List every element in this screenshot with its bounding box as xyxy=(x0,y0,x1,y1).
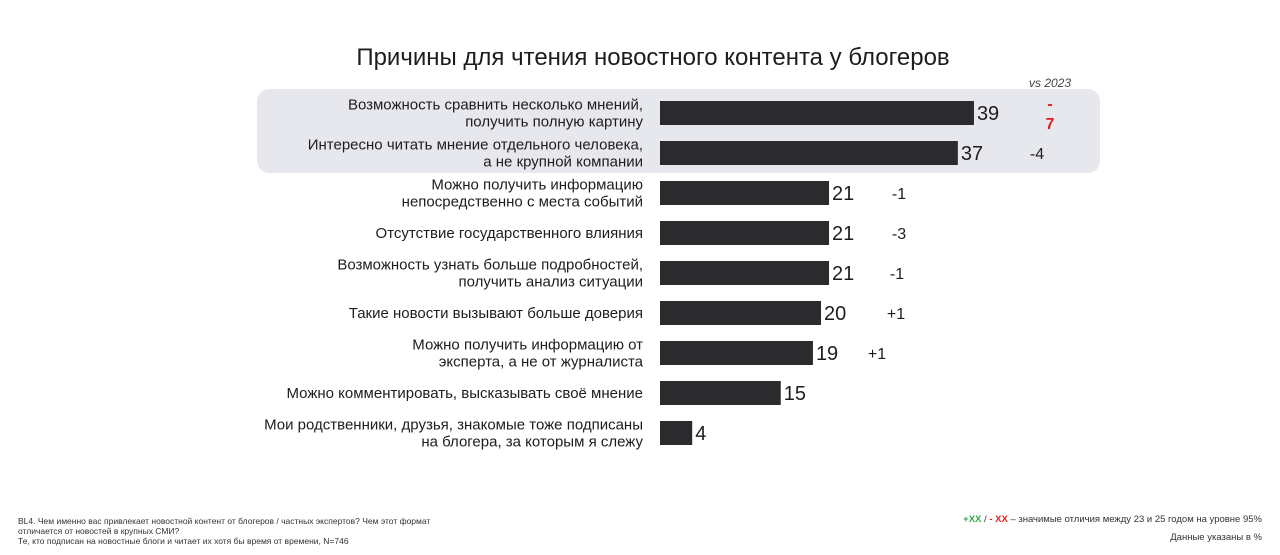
units-note: Данные указаны в % xyxy=(1170,532,1262,543)
value-label: 21 xyxy=(832,183,854,205)
diff-label-line: -3 xyxy=(892,226,906,243)
bar xyxy=(660,101,974,125)
footnote-line-1: BL4. Чем именно вас привлекает новостной… xyxy=(18,516,431,526)
value-label: 20 xyxy=(824,303,846,325)
bar xyxy=(660,381,781,405)
diff-label: -1 xyxy=(890,266,904,283)
legend-text: – значимые отличия между 23 и 25 годом н… xyxy=(1007,514,1262,525)
category-label: Можно комментировать, высказывать своё м… xyxy=(287,385,644,402)
bar xyxy=(660,301,821,325)
category-label: Можно получить информацию непосредственно… xyxy=(402,177,643,211)
category-label: Возможность узнать больше подробностей, п… xyxy=(337,257,643,291)
category-label-line: Интересно читать мнение отдельного челов… xyxy=(308,137,643,154)
category-label-line: Возможность сравнить несколько мнений, xyxy=(348,97,643,114)
category-label-line: на блогера, за которым я слежу xyxy=(421,434,643,451)
comparison-label: vs 2023 xyxy=(1029,76,1071,90)
category-label: Такие новости вызывают больше доверия xyxy=(349,305,643,322)
legend-separator: / xyxy=(981,514,990,525)
footnote-line-2: отличается от новостей в крупных СМИ? xyxy=(18,526,180,536)
value-label: 21 xyxy=(832,223,854,245)
diff-label-line: -4 xyxy=(1030,146,1044,163)
value-label: 37 xyxy=(961,143,983,165)
value-label: 39 xyxy=(977,103,999,125)
bars-layer: 39 Возможность сравнить несколько мнений,… xyxy=(264,96,1054,451)
category-label-line: непосредственно с места событий xyxy=(402,194,643,211)
footnote-line-3: Те, кто подписан на новостные блоги и чи… xyxy=(18,536,349,546)
category-label-line: получить анализ ситуации xyxy=(458,274,643,291)
bar xyxy=(660,421,693,445)
category-label: Возможность сравнить несколько мнений, по… xyxy=(348,97,644,131)
bar xyxy=(660,341,813,365)
category-label: Отсутствие государственного влияния xyxy=(376,225,643,242)
chart-title: Причины для чтения новостного контента у… xyxy=(356,44,949,71)
diff-label-line: -1 xyxy=(892,186,906,203)
value-label: 19 xyxy=(816,343,838,365)
diff-label: -4 xyxy=(1030,146,1044,163)
diff-label: +1 xyxy=(887,306,905,323)
category-label-line: а не крупной компании xyxy=(483,154,643,171)
legend-positive: +XX xyxy=(963,514,982,525)
diff-label-line: -1 xyxy=(890,266,904,283)
category-label-line: Можно получить информацию xyxy=(431,177,643,194)
footnote-question: BL4. Чем именно вас привлекает новостной… xyxy=(18,516,488,546)
category-label-line: Такие новости вызывают больше доверия xyxy=(349,305,643,322)
category-label: Можно получить информацию от эксперта, а … xyxy=(412,337,643,371)
category-label-line: Можно комментировать, высказывать своё м… xyxy=(287,385,644,402)
bar xyxy=(660,141,958,165)
category-label: Мои родственники, друзья, знакомые тоже … xyxy=(264,417,643,451)
diff-label: +1 xyxy=(868,346,886,363)
diff-label-line: +1 xyxy=(887,306,905,323)
category-label-line: Возможность узнать больше подробностей, xyxy=(337,257,643,274)
diff-label-line: - xyxy=(1047,96,1052,113)
value-label: 21 xyxy=(832,263,854,285)
chart: Причины для чтения новостного контента у… xyxy=(257,44,1100,451)
diff-label: -7 xyxy=(1046,96,1055,133)
bar xyxy=(660,181,830,205)
category-label-line: Отсутствие государственного влияния xyxy=(376,225,643,242)
legend-negative: - XX xyxy=(989,514,1008,525)
bar xyxy=(660,261,830,285)
diff-label-line: 7 xyxy=(1046,116,1055,133)
category-label-line: Мои родственники, друзья, знакомые тоже … xyxy=(264,417,643,434)
diff-label-line: +1 xyxy=(868,346,886,363)
footnote-legend: +XX / - XX – значимые отличия между 23 и… xyxy=(963,515,1262,543)
category-label: Интересно читать мнение отдельного челов… xyxy=(308,137,643,171)
diff-label: -3 xyxy=(892,226,906,243)
category-label-line: Можно получить информацию от xyxy=(412,337,643,354)
significance-legend: +XX / - XX – значимые отличия между 23 и… xyxy=(963,515,1262,525)
diff-label: -1 xyxy=(892,186,906,203)
category-label-line: эксперта, а не от журналиста xyxy=(439,354,644,371)
category-label-line: получить полную картину xyxy=(465,114,643,131)
value-label: 4 xyxy=(695,423,706,445)
value-label: 15 xyxy=(784,383,806,405)
bar xyxy=(660,221,830,245)
